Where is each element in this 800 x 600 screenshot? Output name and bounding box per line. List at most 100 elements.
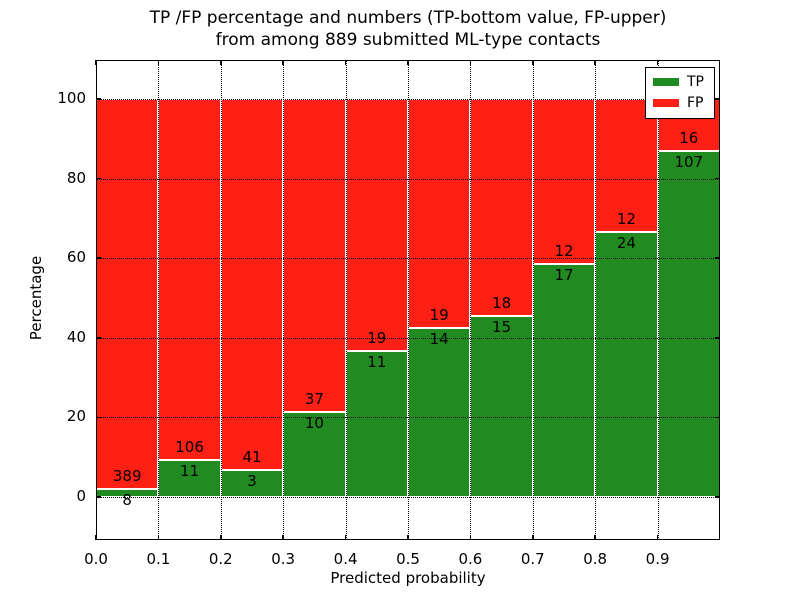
- bar-segment-tp: [657, 150, 720, 497]
- bar-count-label-tp: 17: [554, 265, 574, 284]
- bar-count-label-tp: 14: [429, 330, 449, 349]
- y-tick-mark: [96, 416, 101, 419]
- legend-label-fp: FP: [687, 95, 704, 111]
- gridline-v: [470, 60, 472, 540]
- gridline-v: [532, 60, 534, 540]
- x-tick-mark: [594, 535, 596, 540]
- bar-count-label-fp: 106: [175, 437, 204, 456]
- x-tick-mark: [532, 535, 534, 540]
- x-tick-mark: [157, 60, 160, 65]
- x-tick-mark: [220, 535, 222, 540]
- gridline-v: [408, 60, 409, 540]
- bar-segment-tp: [470, 316, 533, 497]
- x-tick-mark: [157, 535, 160, 540]
- y-tick-mark: [715, 98, 720, 100]
- bar-segment-fp: [408, 99, 471, 329]
- x-tick-mark: [407, 535, 409, 540]
- bar-count-label-tp: 15: [492, 318, 512, 337]
- x-tick-label: 0.1: [146, 550, 171, 568]
- chart-title: TP /FP percentage and numbers (TP-bottom…: [96, 7, 720, 51]
- bar-count-label-fp: 12: [616, 209, 636, 228]
- bar-count-label-tp: 11: [367, 353, 387, 372]
- tp-color-swatch: [653, 78, 679, 86]
- bar-segment-tp: [595, 231, 658, 497]
- x-tick-label: 0.9: [645, 550, 670, 568]
- bar-segment-fp: [220, 99, 284, 470]
- x-tick-label: 0.6: [458, 550, 483, 568]
- x-tick-mark: [469, 60, 472, 65]
- x-tick-mark: [344, 60, 347, 65]
- y-tick-mark: [715, 416, 720, 419]
- y-tick-mark: [715, 337, 720, 339]
- y-tick-mark: [96, 257, 101, 259]
- x-tick-label: 0.5: [396, 550, 420, 568]
- y-tick-label: 100: [57, 89, 86, 107]
- bar-segment-tp: [345, 351, 408, 497]
- x-tick-label: 0.8: [583, 550, 608, 568]
- x-tick-mark: [656, 60, 659, 65]
- bar-segment-tp: [408, 328, 471, 497]
- x-tick-label: 0.0: [84, 550, 108, 568]
- bar-count-label-fp: 18: [492, 294, 512, 313]
- x-tick-mark: [594, 60, 596, 65]
- bar-count-label-fp: 41: [242, 447, 262, 466]
- gridline-v: [657, 60, 659, 540]
- bar-segment-fp: [158, 99, 221, 460]
- y-tick-label: 20: [66, 407, 86, 426]
- bar-segment-tp: [532, 263, 596, 497]
- bar-count-label-tp: 8: [122, 490, 132, 509]
- gridline-v: [595, 60, 597, 540]
- y-tick-label: 80: [66, 168, 86, 187]
- y-tick-mark: [96, 496, 101, 498]
- bar-segment-fp: [470, 99, 533, 317]
- x-tick-label: 0.4: [333, 550, 358, 568]
- bar-segment-fp: [283, 99, 346, 413]
- x-tick-label: 0.3: [271, 550, 296, 568]
- bar-segment-fp: [96, 99, 159, 489]
- bar-count-label-tp: 24: [616, 233, 636, 252]
- gridline-v: [283, 60, 285, 540]
- x-tick-mark: [407, 60, 409, 65]
- y-tick-mark: [96, 98, 101, 100]
- bar-segment-tp: [158, 459, 221, 497]
- bar-count-label-tp: 10: [304, 414, 324, 433]
- bar-count-label-fp: 19: [429, 306, 449, 325]
- gridline-v: [158, 60, 160, 540]
- bar-count-label-tp: 107: [674, 152, 704, 171]
- bar-count-label-fp: 37: [304, 390, 324, 409]
- bar-segment-fp: [532, 99, 596, 264]
- legend: TP FP: [645, 67, 715, 119]
- x-tick-mark: [282, 60, 284, 65]
- bar-segment-fp: [595, 99, 658, 232]
- y-tick-mark: [715, 177, 720, 180]
- y-tick-label: 0: [76, 487, 86, 505]
- x-tick-mark: [95, 535, 97, 540]
- gridline-v: [220, 60, 222, 540]
- x-tick-label: 0.7: [520, 550, 545, 568]
- chart-title-line2: from among 889 submitted ML-type contact…: [215, 30, 601, 50]
- x-tick-mark: [95, 60, 97, 65]
- x-tick-label: 0.2: [208, 550, 233, 568]
- x-axis-label: Predicted probability: [330, 569, 486, 587]
- bar-count-label-fp: 19: [367, 329, 387, 348]
- legend-entry-fp: FP: [653, 95, 707, 111]
- fp-color-swatch: [653, 99, 679, 107]
- legend-label-tp: TP: [687, 74, 704, 90]
- legend-entry-tp: TP: [653, 74, 707, 90]
- bar-count-label-fp: 389: [112, 466, 142, 485]
- gridline-v: [345, 60, 347, 540]
- plot-area: TP FP 389 8 106 11 41 3 37 10 19 11 19 14 18 15 12 17 12…: [95, 60, 720, 540]
- x-tick-mark: [656, 535, 659, 540]
- y-tick-label: 60: [66, 248, 86, 267]
- y-tick-mark: [96, 177, 101, 180]
- x-tick-mark: [344, 535, 347, 540]
- bar-count-label-tp: 3: [247, 471, 257, 490]
- y-tick-mark: [96, 337, 101, 339]
- x-tick-mark: [220, 60, 222, 65]
- y-tick-label: 40: [66, 327, 86, 346]
- bar-segment-fp: [345, 99, 408, 352]
- bar-count-label-fp: 16: [679, 128, 699, 147]
- y-tick-mark: [715, 257, 720, 259]
- x-tick-mark: [469, 535, 472, 540]
